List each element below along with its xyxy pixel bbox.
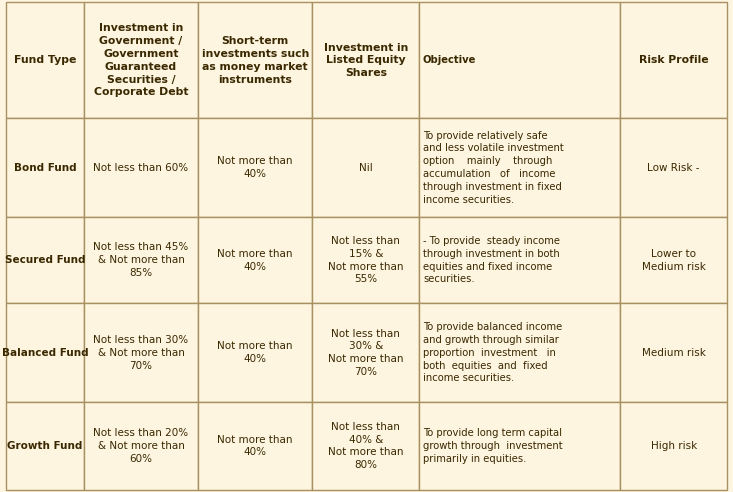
Text: Nil: Nil xyxy=(359,163,372,173)
Bar xyxy=(6,402,84,490)
Text: Balanced Fund: Balanced Fund xyxy=(1,348,88,358)
Bar xyxy=(419,304,620,402)
Bar xyxy=(6,118,84,217)
Text: Medium risk: Medium risk xyxy=(641,348,706,358)
Text: Investment in
Government /
Government
Guaranteed
Securities /
Corporate Debt: Investment in Government / Government Gu… xyxy=(94,23,188,97)
Text: Fund Type: Fund Type xyxy=(14,55,76,65)
Bar xyxy=(198,2,312,118)
Text: Not more than
40%: Not more than 40% xyxy=(218,341,293,364)
Text: To provide relatively safe
and less volatile investment
option    mainly    thro: To provide relatively safe and less vola… xyxy=(423,130,564,205)
Bar xyxy=(312,118,419,217)
Bar xyxy=(620,217,727,304)
Bar xyxy=(6,304,84,402)
Bar xyxy=(419,402,620,490)
Text: Not less than 20%
& Not more than
60%: Not less than 20% & Not more than 60% xyxy=(93,428,188,463)
Bar xyxy=(620,402,727,490)
Text: Not less than 30%
& Not more than
70%: Not less than 30% & Not more than 70% xyxy=(93,335,188,370)
Bar xyxy=(312,217,419,304)
Text: Not less than 45%
& Not more than
85%: Not less than 45% & Not more than 85% xyxy=(93,243,188,278)
Bar xyxy=(6,2,84,118)
Bar xyxy=(620,118,727,217)
Bar xyxy=(419,118,620,217)
Bar xyxy=(419,2,620,118)
Text: Secured Fund: Secured Fund xyxy=(4,255,85,265)
Bar xyxy=(84,217,198,304)
Text: Not less than
15% &
Not more than
55%: Not less than 15% & Not more than 55% xyxy=(328,236,404,284)
Bar xyxy=(198,217,312,304)
Text: To provide long term capital
growth through  investment
primarily in equities.: To provide long term capital growth thro… xyxy=(423,428,562,463)
Bar xyxy=(419,217,620,304)
Text: Not less than 60%: Not less than 60% xyxy=(93,163,188,173)
Bar xyxy=(198,118,312,217)
Text: Lower to
Medium risk: Lower to Medium risk xyxy=(641,249,706,272)
Text: To provide balanced income
and growth through similar
proportion  investment   i: To provide balanced income and growth th… xyxy=(423,322,562,383)
Bar xyxy=(312,2,419,118)
Bar xyxy=(312,304,419,402)
Bar xyxy=(620,2,727,118)
Bar xyxy=(620,304,727,402)
Text: - To provide  steady income
through investment in both
equities and fixed income: - To provide steady income through inves… xyxy=(423,236,560,284)
Bar xyxy=(84,118,198,217)
Text: Not more than
40%: Not more than 40% xyxy=(218,156,293,179)
Bar xyxy=(198,304,312,402)
Text: Not less than
40% &
Not more than
80%: Not less than 40% & Not more than 80% xyxy=(328,422,404,470)
Text: Bond Fund: Bond Fund xyxy=(14,163,76,173)
Text: Not less than
30% &
Not more than
70%: Not less than 30% & Not more than 70% xyxy=(328,329,404,377)
Text: Short-term
investments such
as money market
instruments: Short-term investments such as money mar… xyxy=(202,36,309,85)
Bar xyxy=(84,402,198,490)
Text: Not more than
40%: Not more than 40% xyxy=(218,249,293,272)
Bar xyxy=(6,217,84,304)
Text: Risk Profile: Risk Profile xyxy=(639,55,709,65)
Bar xyxy=(198,402,312,490)
Text: Investment in
Listed Equity
Shares: Investment in Listed Equity Shares xyxy=(323,42,408,78)
Text: Objective: Objective xyxy=(423,55,476,65)
Text: High risk: High risk xyxy=(650,441,697,451)
Text: Growth Fund: Growth Fund xyxy=(7,441,83,451)
Bar xyxy=(312,402,419,490)
Text: Not more than
40%: Not more than 40% xyxy=(218,434,293,457)
Bar xyxy=(84,304,198,402)
Text: Low Risk -: Low Risk - xyxy=(647,163,700,173)
Bar xyxy=(84,2,198,118)
